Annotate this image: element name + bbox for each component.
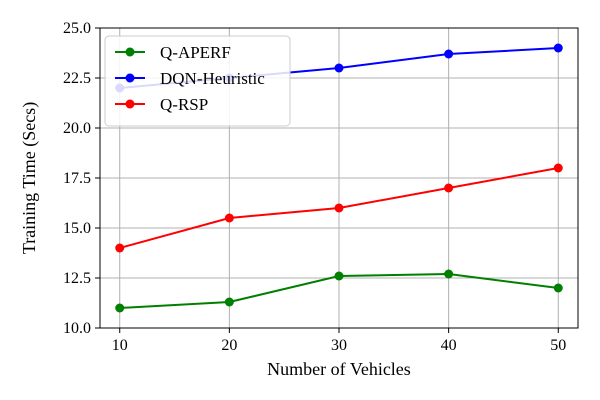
- legend-marker: [125, 47, 135, 57]
- x-tick-label: 40: [441, 337, 457, 354]
- data-point-q-aperf: [334, 271, 344, 281]
- data-point-q-rsp: [115, 243, 125, 253]
- legend-item-q-aperf: Q-APERF: [115, 43, 231, 62]
- data-point-q-rsp: [224, 213, 234, 223]
- data-point-q-aperf: [553, 283, 563, 293]
- data-point-q-aperf: [444, 269, 454, 279]
- y-tick-label: 17.5: [63, 170, 91, 187]
- y-tick-label: 15.0: [63, 220, 91, 237]
- y-tick-label: 25.0: [63, 20, 91, 37]
- data-point-q-rsp: [444, 183, 454, 193]
- y-axis-label: Training Time (Secs): [19, 102, 40, 254]
- legend-marker: [125, 99, 135, 109]
- data-point-dqn-heuristic: [444, 49, 454, 59]
- legend-box: [104, 35, 291, 127]
- legend-label: DQN-Heuristic: [160, 69, 265, 88]
- data-point-q-rsp: [553, 163, 563, 173]
- x-tick-label: 50: [550, 337, 566, 354]
- data-point-q-aperf: [115, 303, 125, 313]
- data-point-dqn-heuristic: [334, 63, 344, 73]
- y-axis: 10.0 12.5 15.0 17.5 20.0 22.5 25.0: [63, 20, 100, 337]
- y-tick-label: 10.0: [63, 320, 91, 337]
- legend: Q-APERF DQN-Heuristic Q-RSP: [104, 35, 291, 127]
- x-axis-label: Number of Vehicles: [267, 359, 411, 379]
- data-point-q-rsp: [334, 203, 344, 213]
- y-tick-label: 12.5: [63, 270, 91, 287]
- x-tick-label: 10: [112, 337, 128, 354]
- x-axis: 10 20 30 40 50: [112, 328, 566, 354]
- legend-item-q-rsp: Q-RSP: [115, 95, 208, 114]
- legend-label: Q-APERF: [160, 43, 231, 62]
- y-tick-label: 22.5: [63, 70, 91, 87]
- series-q-aperf: [115, 269, 563, 313]
- x-tick-label: 20: [221, 337, 237, 354]
- y-tick-label: 20.0: [63, 120, 91, 137]
- legend-marker: [125, 73, 135, 83]
- series-q-rsp: [115, 163, 563, 253]
- data-point-q-aperf: [224, 297, 234, 307]
- legend-label: Q-RSP: [160, 95, 208, 114]
- x-tick-label: 30: [331, 337, 347, 354]
- legend-item-dqn-heuristic: DQN-Heuristic: [115, 69, 265, 88]
- data-point-dqn-heuristic: [553, 43, 563, 53]
